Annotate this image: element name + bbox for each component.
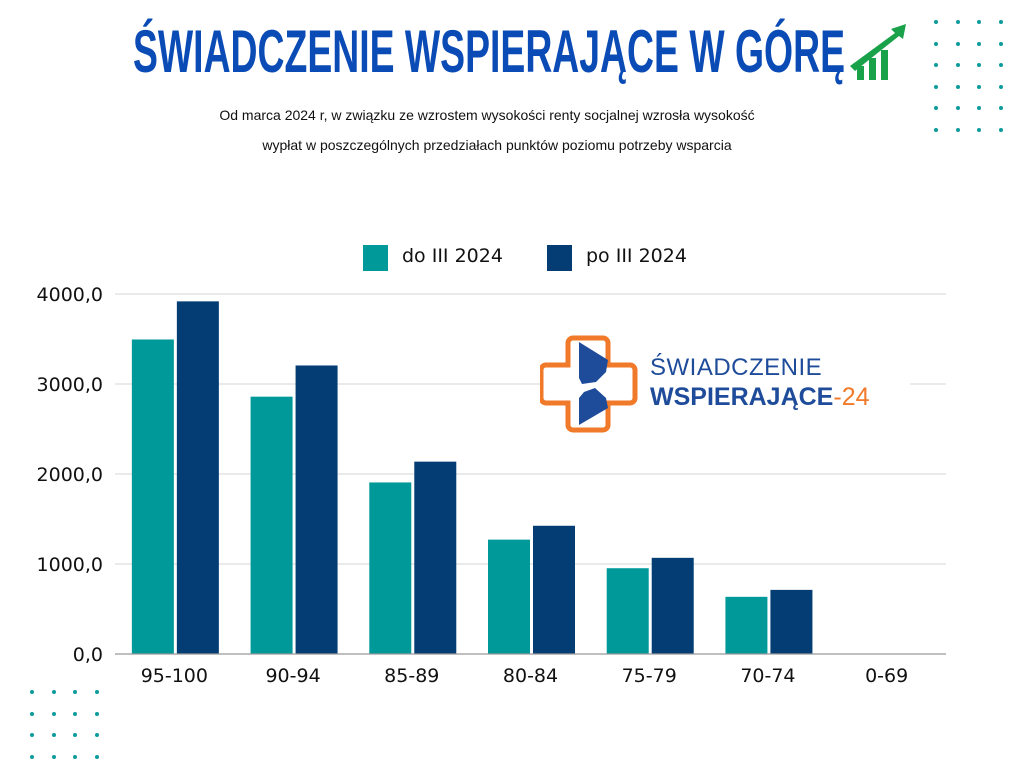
x-tick-label: 90-94 <box>265 665 320 687</box>
decor-dot <box>94 733 99 737</box>
trend-up-arrow-icon <box>850 24 906 80</box>
logo-line2-main: WSPIERAJĄCE <box>650 383 834 411</box>
decor-dot <box>998 63 1003 67</box>
decor-dot <box>977 106 981 110</box>
x-tick-label: 85-89 <box>384 665 439 687</box>
x-tick-label: 80-84 <box>503 665 558 687</box>
decor-dot <box>30 690 34 694</box>
x-tick-label: 95-100 <box>141 665 208 687</box>
legend-label-series2: po III 2024 <box>586 245 687 267</box>
subtitle-line-2: wypłat w poszczególnych przedziałach pun… <box>262 137 732 153</box>
logo-cross-hands-icon <box>540 335 638 433</box>
bar-series2 <box>533 525 575 654</box>
x-tick-label: 0-69 <box>865 665 908 687</box>
title-text: ŚWIADCZENIE WSPIERAJĄCE W GÓRĘ <box>133 18 845 85</box>
decor-dot <box>955 41 960 46</box>
decor-dot <box>51 690 56 694</box>
bar-series2 <box>651 557 694 654</box>
y-tick-label: 2000,0 <box>37 464 103 486</box>
decor-dot <box>73 690 77 694</box>
legend-swatch-series1 <box>363 245 388 271</box>
decor-dot <box>94 711 99 716</box>
subtitle-line-1: Od marca 2024 r, w związku ze wzrostem w… <box>219 107 755 123</box>
y-tick-label: 1000,0 <box>37 554 103 576</box>
decor-dot <box>998 127 1003 132</box>
y-tick-label: 3000,0 <box>37 374 103 396</box>
y-tick-label: 0,0 <box>73 644 103 666</box>
decor-dot <box>51 754 56 759</box>
decor-dot <box>955 127 960 132</box>
bar-series1 <box>606 568 649 654</box>
decor-dot <box>94 754 99 759</box>
x-tick-label: 75-79 <box>622 665 677 687</box>
decor-dot <box>977 84 981 89</box>
bar-series1 <box>369 482 412 654</box>
bar-series1 <box>250 396 293 654</box>
page-title: ŚWIADCZENIE WSPIERAJĄCE W GÓRĘ <box>133 18 906 85</box>
legend-label-series1: do III 2024 <box>402 245 503 267</box>
decor-dot <box>955 63 960 67</box>
decor-dot <box>998 41 1003 46</box>
decor-dot <box>51 733 56 737</box>
decor-dot <box>934 63 938 67</box>
decor-dot <box>998 20 1003 24</box>
decor-dot <box>977 127 981 132</box>
logo-line2-suffix: -24 <box>833 383 870 411</box>
decor-dot <box>51 711 56 716</box>
decor-dot <box>977 20 981 24</box>
legend-swatch-series2 <box>547 245 572 271</box>
logo-line2: WSPIERAJĄCE-24 <box>650 383 870 412</box>
bar-series1 <box>131 339 174 654</box>
decor-dot <box>30 754 34 759</box>
bar-series2 <box>414 461 457 654</box>
decor-dot <box>977 63 981 67</box>
decor-dot <box>934 41 938 46</box>
decor-dot <box>977 41 981 46</box>
decor-dot <box>998 106 1003 110</box>
decor-dot <box>998 84 1003 89</box>
x-tick-label: 70-74 <box>740 665 795 687</box>
bar-series2 <box>295 365 338 654</box>
decor-dot <box>30 711 34 716</box>
bar-series1 <box>488 539 530 654</box>
logo-line1: ŚWIADCZENIE <box>650 354 823 381</box>
bar-series2 <box>176 301 219 654</box>
logo: ŚWIADCZENIE WSPIERAJĄCE-24 <box>540 330 910 435</box>
y-tick-label: 4000,0 <box>37 284 103 306</box>
bar-series2 <box>770 589 813 654</box>
decor-dot <box>73 754 77 759</box>
decor-dot <box>73 733 77 737</box>
decor-dot <box>73 711 77 716</box>
decor-dot <box>934 106 938 110</box>
decor-dot <box>955 20 960 24</box>
decor-dot <box>955 106 960 110</box>
bar-series1 <box>725 596 768 654</box>
decor-dot <box>934 20 938 24</box>
decor-dot <box>934 127 938 132</box>
decor-dot <box>94 690 99 694</box>
decor-dot <box>934 84 938 89</box>
decor-dot <box>30 733 34 737</box>
decor-dot <box>955 84 960 89</box>
